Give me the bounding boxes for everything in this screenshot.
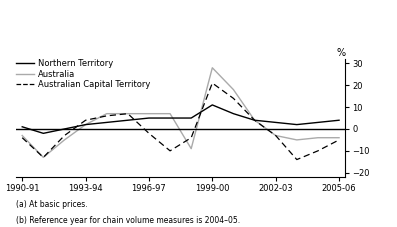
Australia <box>83 123 88 126</box>
Australia <box>146 117 151 119</box>
Australia <box>62 128 67 130</box>
Northern Territory <box>189 147 194 150</box>
Northern Territory <box>273 134 278 137</box>
Northern Territory <box>125 112 130 115</box>
Northern Territory <box>20 134 25 137</box>
Australia <box>189 117 194 119</box>
Northern Territory <box>337 136 341 139</box>
Northern Territory <box>146 112 151 115</box>
Legend: Northern Territory, Australia, Australian Capital Territory: Northern Territory, Australia, Australia… <box>16 59 151 89</box>
Australia <box>252 119 257 122</box>
Australian Capital Territory <box>295 158 299 161</box>
Australia <box>104 121 109 124</box>
Australian Capital Territory <box>210 82 215 84</box>
Northern Territory <box>252 119 257 122</box>
Australian Capital Territory <box>316 149 320 152</box>
Australia <box>20 126 25 128</box>
Northern Territory <box>316 136 320 139</box>
Australian Capital Territory <box>104 114 109 117</box>
Australian Capital Territory <box>41 156 46 159</box>
Australian Capital Territory <box>146 132 151 135</box>
Australia <box>273 121 278 124</box>
Australian Capital Territory <box>337 138 341 141</box>
Northern Territory <box>62 138 67 141</box>
Northern Territory <box>104 112 109 115</box>
Australian Capital Territory <box>231 97 236 100</box>
Australian Capital Territory <box>62 134 67 137</box>
Northern Territory <box>295 138 299 141</box>
Text: %: % <box>336 48 345 58</box>
Northern Territory <box>210 67 215 69</box>
Line: Northern Territory: Northern Territory <box>22 68 339 157</box>
Australian Capital Territory <box>273 134 278 137</box>
Australian Capital Territory <box>20 136 25 139</box>
Australia <box>231 112 236 115</box>
Australian Capital Territory <box>189 136 194 139</box>
Australian Capital Territory <box>125 112 130 115</box>
Australia <box>168 117 172 119</box>
Australian Capital Territory <box>168 149 172 152</box>
Text: (a) At basic prices.: (a) At basic prices. <box>16 200 87 209</box>
Australian Capital Territory <box>83 119 88 122</box>
Northern Territory <box>168 112 172 115</box>
Australia <box>210 104 215 106</box>
Australia <box>41 132 46 135</box>
Line: Australian Capital Territory: Australian Capital Territory <box>22 83 339 160</box>
Australia <box>316 121 320 124</box>
Australia <box>295 123 299 126</box>
Northern Territory <box>83 123 88 126</box>
Northern Territory <box>231 88 236 91</box>
Line: Australia: Australia <box>22 105 339 133</box>
Australia <box>337 119 341 122</box>
Australian Capital Territory <box>252 119 257 122</box>
Australia <box>125 119 130 122</box>
Northern Territory <box>41 156 46 159</box>
Text: (b) Reference year for chain volume measures is 2004–05.: (b) Reference year for chain volume meas… <box>16 216 240 225</box>
